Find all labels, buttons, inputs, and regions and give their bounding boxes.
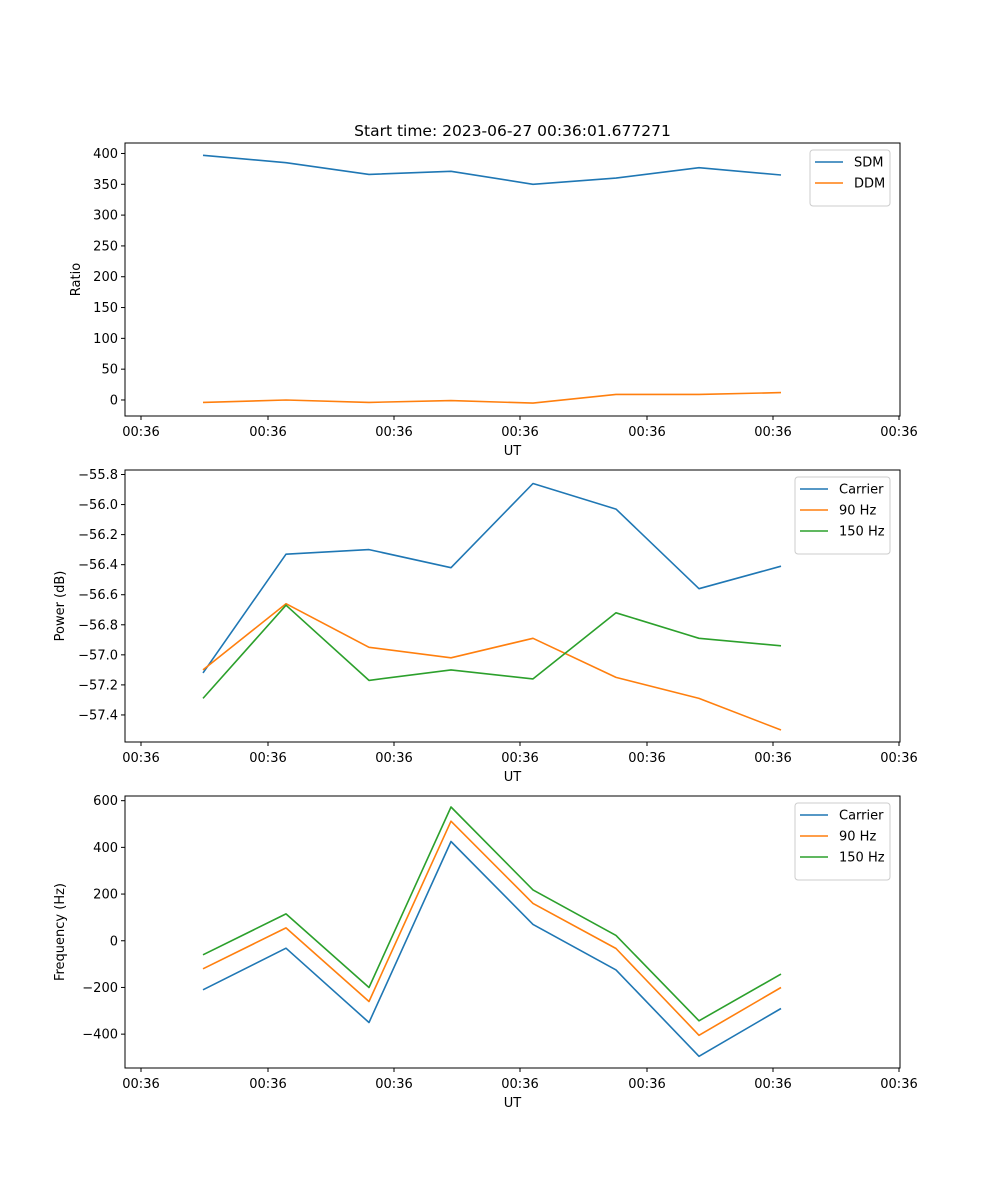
y-tick-label: −57.0 (78, 648, 118, 663)
axes-frame (124, 142, 901, 417)
axes-frame (124, 795, 901, 1069)
x-tick-label: 00:36 (501, 751, 538, 766)
x-tick-label: 00:36 (628, 425, 665, 440)
x-tick-label: 00:36 (375, 1077, 412, 1092)
legend-label: Carrier (839, 809, 884, 824)
x-tick-label: 00:36 (122, 1077, 159, 1092)
y-tick-label: −56.8 (78, 618, 118, 633)
x-tick-label: 00:36 (501, 425, 538, 440)
legend-label: Carrier (839, 483, 884, 498)
x-tick-label: 00:36 (880, 1077, 917, 1092)
legend-label: 150 Hz (839, 851, 885, 866)
series-line-90-hz (202, 820, 782, 1037)
y-tick-label: −56.4 (78, 558, 118, 573)
y-tick-label: 100 (93, 332, 118, 347)
x-axis-label: UT (504, 1096, 522, 1111)
series-line-sdm (202, 154, 782, 186)
series-line-150-hz (202, 604, 782, 699)
axes-frame (124, 469, 901, 743)
y-tick-label: 350 (93, 178, 118, 193)
series-line-carrier (202, 840, 782, 1058)
y-tick-label: 200 (93, 888, 118, 903)
subplot-1: 0 50 100 150 200 250 300 350 400 00:36 00:36 00:36 0… (69, 122, 918, 459)
y-tick-label: 0 (110, 934, 118, 949)
series-line-carrier (202, 482, 782, 674)
chart-title: Start time: 2023-06-27 00:36:01.677271 (354, 122, 671, 140)
y-tick-label: −400 (82, 1028, 118, 1043)
y-tick-label: 0 (110, 393, 118, 408)
x-tick-label: 00:36 (628, 751, 665, 766)
series-line-90-hz (202, 602, 782, 731)
x-axis-label: UT (504, 770, 522, 785)
x-tick-label: 00:36 (122, 751, 159, 766)
y-tick-label: 250 (93, 239, 118, 254)
x-tick-label: 00:36 (375, 425, 412, 440)
legend-box (794, 476, 891, 555)
y-axis-label: Frequency (Hz) (53, 883, 68, 981)
x-tick-label: 00:36 (249, 751, 286, 766)
x-tick-label: 00:36 (880, 425, 917, 440)
y-tick-label: −200 (82, 981, 118, 996)
legend-label: SDM (854, 156, 883, 171)
y-tick-label: −57.4 (78, 708, 118, 723)
subplot-2: −57.4 −57.2 −57.0 −56.8 −56.6 −56.4 −56.2 −56.0… (53, 468, 918, 785)
y-axis-label: Ratio (69, 263, 84, 296)
legend-label: 90 Hz (839, 830, 876, 845)
y-tick-label: 50 (101, 363, 118, 378)
legend-label: 90 Hz (839, 504, 876, 519)
x-tick-label: 00:36 (249, 1077, 286, 1092)
y-tick-label: 300 (93, 209, 118, 224)
legend: SDM DDM (809, 149, 891, 207)
legend-label: 150 Hz (839, 525, 885, 540)
y-tick-label: −56.0 (78, 498, 118, 513)
legend-box (794, 802, 891, 881)
y-tick-label: 400 (93, 841, 118, 856)
series-line-ddm (202, 391, 782, 404)
x-tick-label: 00:36 (628, 1077, 665, 1092)
y-tick-label: 600 (93, 794, 118, 809)
x-tick-label: 00:36 (122, 425, 159, 440)
legend-label: DDM (854, 177, 885, 192)
y-tick-label: 150 (93, 301, 118, 316)
y-tick-label: 400 (93, 147, 118, 162)
x-tick-label: 00:36 (754, 1077, 791, 1092)
x-axis-label: UT (504, 444, 522, 459)
y-tick-label: −57.2 (78, 678, 118, 693)
x-tick-label: 00:36 (375, 751, 412, 766)
legend: Carrier 90 Hz 150 Hz (794, 802, 891, 881)
legend: Carrier 90 Hz 150 Hz (794, 476, 891, 555)
x-tick-label: 00:36 (754, 751, 791, 766)
legend-box (809, 149, 891, 207)
x-tick-label: 00:36 (501, 1077, 538, 1092)
x-tick-label: 00:36 (249, 425, 286, 440)
subplot-3: −400 −200 0 200 400 600 00:36 00:36 00:36 00:36 00… (53, 794, 918, 1111)
y-axis-label: Power (dB) (53, 571, 68, 642)
y-tick-label: −56.2 (78, 528, 118, 543)
y-tick-label: 200 (93, 270, 118, 285)
y-tick-label: −55.8 (78, 468, 118, 483)
x-tick-label: 00:36 (880, 751, 917, 766)
series-line-150-hz (202, 806, 782, 1022)
x-tick-label: 00:36 (754, 425, 791, 440)
y-tick-label: −56.6 (78, 588, 118, 603)
